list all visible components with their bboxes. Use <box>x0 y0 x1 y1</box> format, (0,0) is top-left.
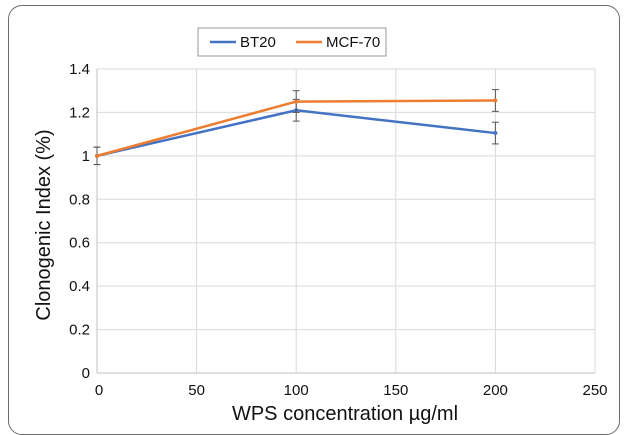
data-point <box>493 98 498 103</box>
data-point <box>294 99 299 104</box>
x-tick-label: 200 <box>483 382 508 399</box>
legend-label-bt20: BT20 <box>240 34 276 51</box>
y-tick-label: 0.6 <box>69 235 90 252</box>
y-tick-label: 1 <box>82 148 90 165</box>
data-point <box>95 153 99 158</box>
x-tick-label: 50 <box>188 382 205 399</box>
y-tick-labels: 0 0.2 0.4 0.6 0.8 1 1.2 1.4 <box>69 61 90 382</box>
x-tick-label: 250 <box>582 382 607 399</box>
y-tick-label: 0 <box>82 365 90 382</box>
data-point <box>493 131 498 136</box>
x-axis-title: WPS concentration µg/ml <box>232 403 458 425</box>
legend-label-mcf-70: MCF-70 <box>326 34 380 51</box>
series-mcf-70 <box>93 89 499 166</box>
legend: BT20 MCF-70 <box>197 27 387 57</box>
y-tick-label: 1.4 <box>69 61 90 78</box>
grid <box>96 68 596 374</box>
axes <box>96 69 595 374</box>
y-axis-title: Clonogenic Index (%) <box>33 129 55 320</box>
y-tick-label: 0.4 <box>69 278 90 295</box>
x-tick-label: 150 <box>383 382 408 399</box>
y-tick-label: 0.8 <box>69 191 90 208</box>
y-tick-label: 0.2 <box>69 322 90 339</box>
x-tick-label: 100 <box>284 382 309 399</box>
y-tick-label: 1.2 <box>69 104 90 121</box>
x-tick-label: 0 <box>95 382 103 399</box>
series-group <box>93 89 499 166</box>
x-tick-labels: 0 50 100 150 200 250 <box>95 382 608 399</box>
